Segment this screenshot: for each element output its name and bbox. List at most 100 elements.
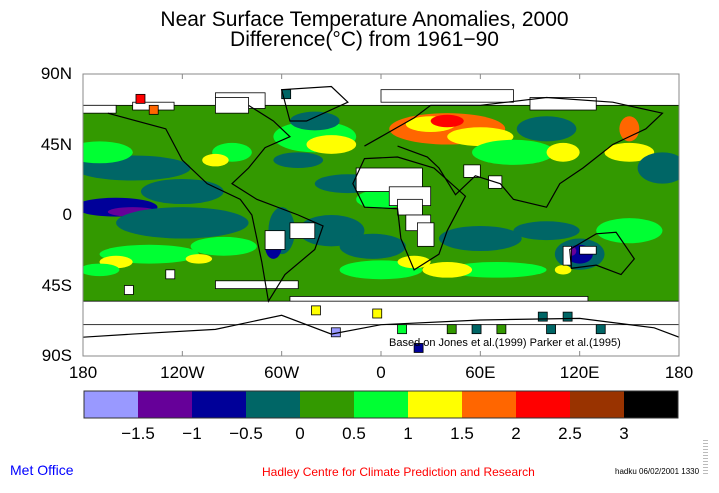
x-tick-label: 60E — [465, 363, 496, 382]
anomaly-blob — [438, 225, 522, 252]
y-tick-label: 90N — [40, 64, 72, 83]
anomaly-blob — [116, 207, 249, 239]
anomaly-blob — [554, 265, 572, 275]
missing-data-region — [264, 230, 286, 250]
missing-data-region — [417, 222, 435, 247]
missing-data-region — [215, 97, 249, 114]
grid-cell — [446, 324, 457, 335]
grid-cell — [537, 311, 548, 322]
colorbar-swatch — [624, 391, 678, 418]
colorbar-swatch — [192, 391, 246, 418]
y-tick-label: 0 — [62, 205, 72, 224]
colorbar-tick-label: 0.5 — [342, 424, 366, 443]
colorbar-swatch — [84, 391, 138, 418]
anomaly-blob — [83, 141, 133, 164]
grid-cell — [372, 308, 383, 319]
anomaly-blob — [306, 135, 357, 154]
anomaly-blob — [513, 221, 580, 241]
anomaly-blob — [430, 114, 464, 128]
coastline — [280, 85, 349, 122]
x-tick-label: 0 — [376, 363, 386, 382]
anomaly-blob — [596, 218, 663, 244]
grid-cell — [135, 93, 146, 104]
colorbar-frame — [83, 390, 679, 419]
plot-timestamp: hadku 06/02/2001 1330 — [615, 467, 700, 476]
anomaly-blob — [604, 142, 655, 162]
grid-cell — [397, 324, 407, 335]
colorbar-swatch — [462, 391, 516, 418]
y-tick-label: 45S — [41, 275, 72, 295]
chart-title: Near Surface Temperature Anomalies, 2000 — [160, 8, 569, 31]
y-tick-label: 90S — [41, 346, 72, 365]
grid-cell — [148, 104, 159, 115]
x-tick-label: 180 — [68, 363, 98, 382]
colorbar-swatch — [408, 391, 462, 418]
grid-cell — [471, 324, 482, 335]
anomaly-blob — [447, 262, 547, 278]
colorbar-swatch — [516, 391, 570, 418]
missing-data-region — [529, 97, 597, 111]
x-tick-label: 120E — [559, 363, 600, 382]
anomaly-blob — [619, 116, 640, 142]
missing-data-region — [289, 222, 316, 239]
coastline — [352, 156, 467, 271]
anomaly-blob — [289, 111, 340, 131]
colorbar-tick-label: −1 — [182, 424, 202, 443]
grid-cell — [413, 343, 424, 353]
colorbar-tick-label: −1.5 — [121, 424, 155, 443]
anomaly-blob — [472, 139, 555, 165]
data-source-annotation: Based on Jones et al.(1999) Parker et al… — [389, 337, 621, 349]
anomaly-blob — [422, 262, 473, 278]
colorbar-tick-label: 1.5 — [450, 424, 474, 443]
colorbar-tick-label: −0.5 — [229, 424, 263, 443]
missing-data-region — [579, 245, 597, 255]
colorbar-swatch — [246, 391, 300, 418]
grid-cell — [311, 305, 321, 316]
anomaly-blob — [140, 178, 224, 205]
coastline — [83, 314, 679, 338]
anomaly-blob — [339, 233, 406, 259]
grid-cell — [496, 324, 507, 335]
colorbar-tick-label: 1 — [403, 424, 413, 443]
missing-data-region — [83, 104, 117, 114]
anomaly-blob — [516, 116, 577, 142]
anomaly-blob — [546, 142, 580, 162]
colorbar-tick-label: 2.5 — [558, 424, 582, 443]
colorbar-tick-label: 0 — [295, 424, 305, 443]
grid-cell — [123, 285, 134, 295]
anomaly-blob — [202, 153, 229, 167]
coastline — [107, 104, 324, 303]
anomaly-blob — [190, 236, 257, 256]
x-tick-label: 60W — [264, 363, 300, 382]
colorbar-tick-label: 3 — [619, 424, 629, 443]
vertical-id-mark — [703, 440, 708, 476]
grid-cell — [546, 324, 556, 335]
colorbar-swatch — [354, 391, 408, 418]
missing-data-region — [380, 89, 514, 103]
met-office-logo-text: Met Office — [10, 462, 74, 478]
colorbar-swatch — [138, 391, 192, 418]
grid-cell — [562, 311, 573, 322]
colorbar-swatch — [300, 391, 354, 418]
missing-data-region — [397, 198, 423, 216]
colorbar — [83, 390, 679, 419]
anomaly-blob — [185, 254, 213, 264]
coastline — [569, 231, 636, 276]
x-tick-label: 180 — [664, 363, 694, 382]
coastline — [364, 96, 664, 208]
y-tick-label: 45N — [40, 134, 72, 154]
anomaly-blob — [637, 152, 679, 184]
hadley-centre-credit: Hadley Centre for Climate Prediction and… — [262, 465, 535, 479]
colorbar-swatch — [570, 391, 624, 418]
chart-subtitle: Difference(°C) from 1961−90 — [230, 28, 499, 51]
grid-cell — [165, 269, 176, 280]
x-tick-label: 120W — [160, 363, 205, 382]
anomaly-blob — [273, 152, 324, 169]
missing-data-region — [463, 164, 481, 178]
colorbar-tick-label: 2 — [511, 424, 521, 443]
missing-data-region — [562, 245, 572, 266]
missing-data-region — [215, 280, 299, 290]
anomaly-blob — [83, 263, 120, 277]
grid-cell — [595, 324, 606, 335]
